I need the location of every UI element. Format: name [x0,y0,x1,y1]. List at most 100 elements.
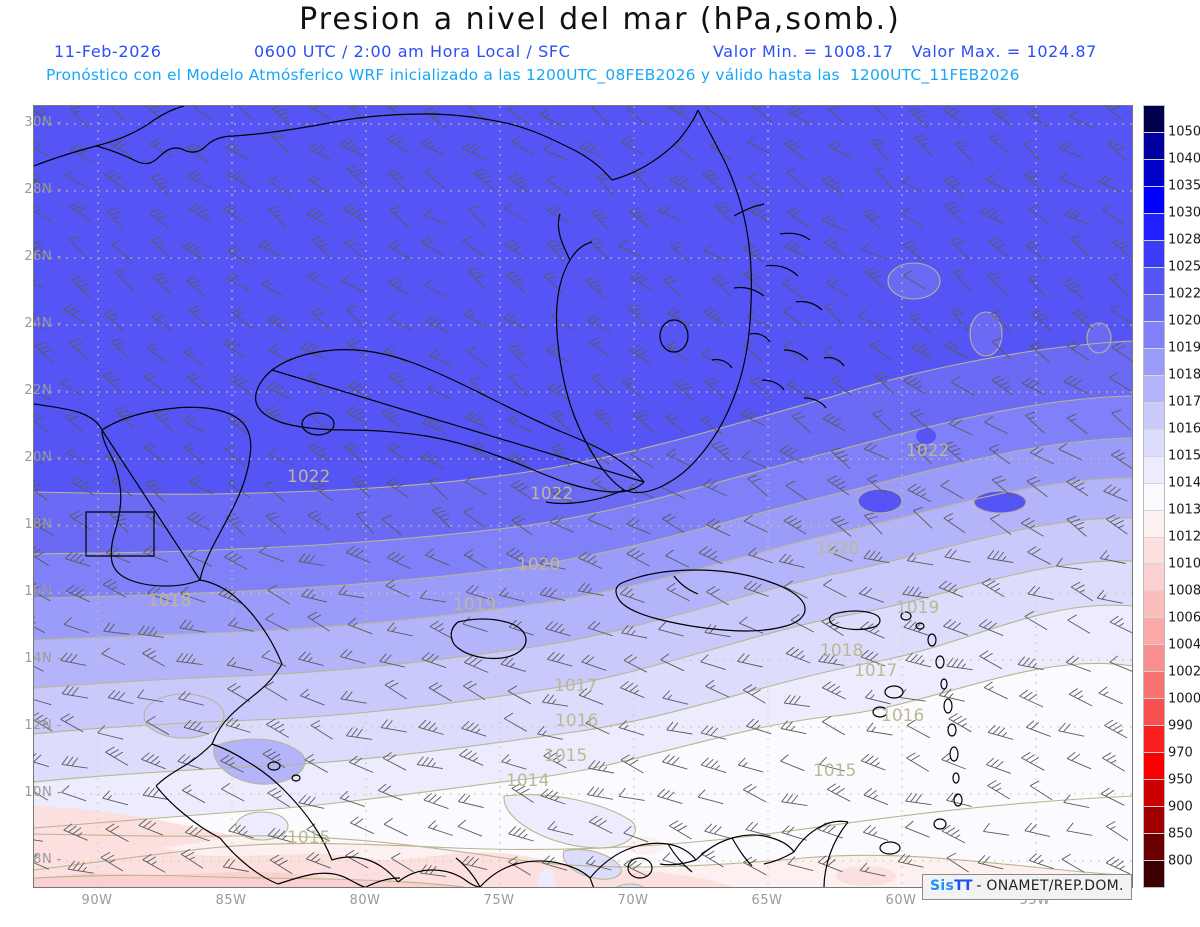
wind-barb [301,588,327,603]
wind-barb [350,476,371,498]
wind-barb [34,237,47,260]
wind-barb [424,279,449,298]
wind-barb [429,620,454,640]
wind-barb [383,818,408,837]
isobar-label: 1020 [816,539,859,559]
wind-barb [339,138,364,156]
wind-barb [424,107,446,128]
colorbar-swatch [1144,807,1164,835]
wind-barb [268,448,293,466]
wind-barb [268,175,291,196]
wind-barb [183,442,204,465]
wind-barb [785,480,808,501]
wind-barb [267,314,291,334]
provider-logo: SisTT - ONAMET/REP.DOM. [922,874,1132,900]
isobar-label: 1015 [544,746,587,766]
wind-barb [669,820,692,840]
wind-barb [1024,610,1048,631]
wind-barb [943,175,965,197]
wind-barb [991,337,1012,360]
wind-barb [345,406,369,426]
wind-barb [111,476,133,497]
wind-barb [740,408,765,426]
wind-barb [1017,656,1044,671]
colorbar-tick-label: 1020 [1168,313,1200,329]
wind-barb [901,175,926,194]
wind-barb [1068,688,1093,707]
wind-barb [266,381,291,399]
wind-barb [943,512,966,534]
wind-barb [457,793,484,808]
wind-barb [787,379,811,398]
colorbar-tick-label: 1018 [1168,367,1200,383]
wind-barb [34,546,50,566]
wind-barb [781,825,807,841]
value-min-label: Valor Min. = 1008.17 [713,42,894,61]
wind-barb [103,622,130,635]
wind-barb [941,824,966,844]
wind-barb [1066,476,1089,497]
wind-barb [69,236,88,259]
wind-barb [180,586,206,603]
wind-barb [864,689,891,705]
wind-barb [577,582,604,596]
wind-barb [545,344,570,363]
wind-barb [588,337,611,358]
isobar-label: 1018 [148,591,191,611]
wind-barb [626,547,650,567]
wind-barb [259,545,285,563]
wind-barb [826,783,851,802]
wind-barb [991,106,1014,128]
wind-barb [298,553,325,567]
value-max-label: Valor Max. = 1024.87 [911,42,1097,61]
wind-barb [1026,476,1048,498]
wind-barb [665,549,689,568]
isobar-label: 1022 [287,467,330,487]
wind-barb [226,272,250,291]
wind-barb [189,475,213,495]
wind-barb [540,788,566,805]
wind-barb [1059,171,1084,190]
isobar-label: 1018 [820,641,863,661]
wind-barb [429,349,454,367]
wind-barb [382,752,407,771]
wind-barb [34,480,48,501]
wind-barb [628,207,650,229]
colorbar-swatch [1144,672,1164,700]
wind-barb [1025,240,1047,262]
wind-barb [914,134,933,157]
wind-barb [377,783,403,801]
colorbar-tick-label: 1030 [1168,205,1200,221]
isobar-label: 1019 [896,598,939,618]
wind-barb [866,722,893,736]
wind-barb [231,308,254,329]
wind-barb [589,237,609,260]
wind-barb [912,442,933,465]
wind-barb [823,579,847,598]
colorbar[interactable] [1143,105,1165,888]
wind-barb [578,551,603,570]
wind-barb [633,410,654,432]
wind-barb [991,475,1013,497]
wind-barb [1058,722,1085,737]
wind-barb [310,308,331,331]
wind-barb [307,373,327,396]
map-plot-area[interactable]: 1022 1022 1022 1020 1020 1019 1019 1018 1018 1017… [33,105,1133,888]
wind-barb [103,309,124,332]
wind-barb [1026,720,1051,737]
wind-barb [34,413,51,435]
wind-barb [355,511,375,534]
value-range: Valor Min. = 1008.17 Valor Max. = 1024.87 [713,42,1097,61]
wind-barb [621,624,648,639]
wind-barb [388,371,409,394]
colorbar-swatch [1144,321,1164,349]
wind-barb [1107,139,1128,162]
wind-barb [701,348,726,367]
model-subtitle-a: Pronóstico con el Modelo Atmósferico WRF… [46,66,840,84]
wind-barb [778,553,805,568]
lon-tick-label: 70W [617,893,649,908]
wind-barb [860,753,886,771]
wind-barb [549,485,574,504]
wind-barb [225,717,251,733]
wind-barb [587,314,612,333]
